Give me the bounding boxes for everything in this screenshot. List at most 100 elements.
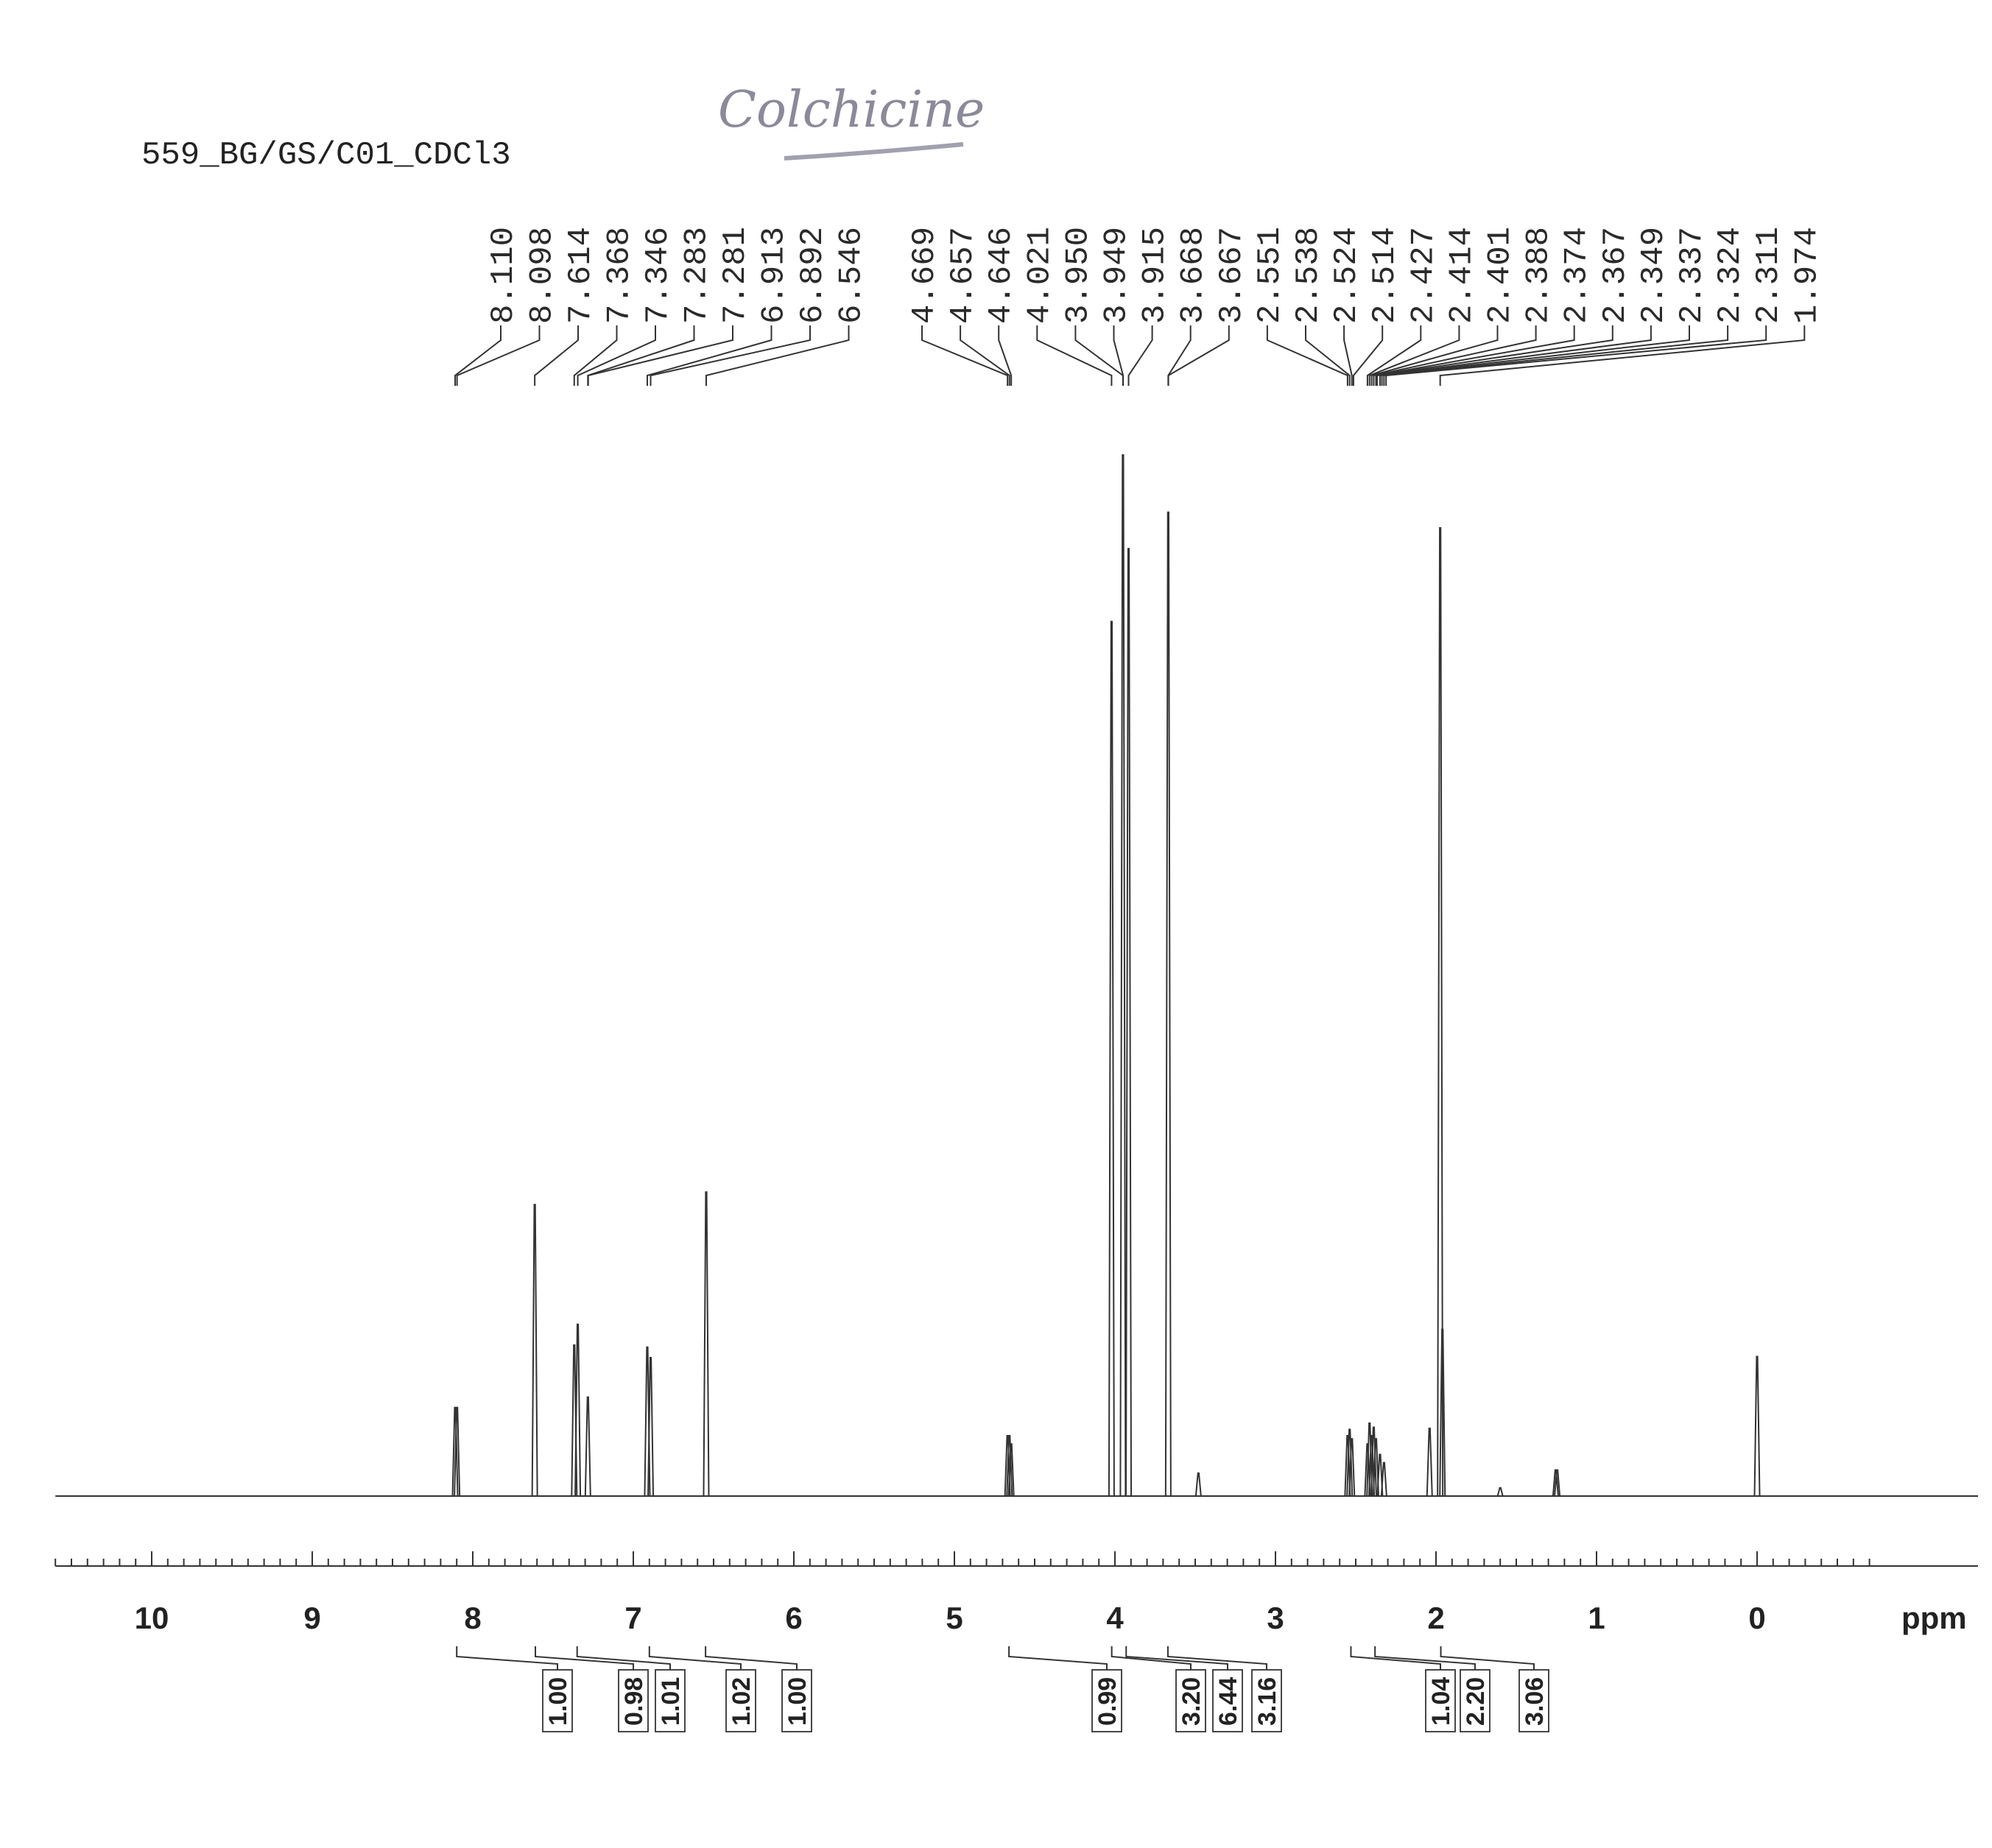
peak-label: 3.667 <box>1214 227 1250 324</box>
peak-leader <box>705 325 850 386</box>
peak-leader <box>587 325 733 386</box>
integral-leader <box>1440 1646 1535 1670</box>
integral-box <box>1251 1669 1282 1732</box>
peak-label: 2.427 <box>1405 227 1442 324</box>
spectrum-peak <box>647 1356 655 1497</box>
integral-leader <box>1125 1646 1228 1670</box>
axis-unit-label: ppm <box>1901 1601 1967 1635</box>
spectrum-peak <box>451 1406 459 1497</box>
peak-leader <box>1167 325 1192 386</box>
integral-box <box>725 1669 756 1732</box>
peak-leader <box>1305 325 1351 386</box>
spectrum-peak <box>1380 1461 1387 1497</box>
spectrum-peak <box>454 1406 461 1497</box>
integral-leader <box>648 1646 742 1670</box>
peak-leader <box>1381 325 1690 386</box>
spectrum-peak <box>1439 1328 1446 1497</box>
tick-label: 6 <box>785 1601 802 1635</box>
tick-label: 5 <box>946 1601 962 1635</box>
spectrum-peak <box>1007 1443 1015 1497</box>
spectrum-peak <box>703 1191 710 1497</box>
peak-label: 4.657 <box>945 227 982 324</box>
peak-label: 7.346 <box>640 227 677 324</box>
peak-leader <box>1352 325 1384 386</box>
peak-label: 3.950 <box>1060 227 1097 324</box>
peak-leader <box>1266 325 1348 386</box>
peak-leader <box>1036 325 1113 386</box>
integral-leader <box>705 1646 798 1670</box>
spectrum-peak <box>531 1204 538 1497</box>
peak-leader <box>1385 325 1767 386</box>
integral-value: 2.20 <box>1462 1677 1490 1726</box>
integral-leader <box>1166 1646 1267 1670</box>
peak-leader <box>534 325 579 386</box>
peak-leader <box>1379 325 1652 386</box>
integral-box <box>1091 1669 1122 1732</box>
peak-label: 2.524 <box>1328 227 1365 324</box>
integral-leader <box>535 1646 634 1670</box>
peak-label: 7.614 <box>563 227 599 324</box>
integral-leader <box>576 1646 671 1670</box>
spectrum-peak <box>574 1323 582 1497</box>
peak-leader <box>1383 325 1729 386</box>
peak-label: 4.021 <box>1021 227 1058 324</box>
spectrum-peak <box>1368 1434 1376 1497</box>
peak-label: 2.551 <box>1252 227 1289 324</box>
peak-leader <box>456 325 541 386</box>
spectrum-peak <box>1006 1434 1013 1497</box>
tick-label: 9 <box>303 1601 320 1635</box>
tick-label: 2 <box>1427 1601 1444 1635</box>
peak-label: 2.538 <box>1290 227 1327 324</box>
peak-leader <box>1127 325 1153 386</box>
integral-leader <box>1111 1646 1192 1670</box>
integral-value: 6.44 <box>1214 1677 1242 1726</box>
spectrum-peak <box>1372 1438 1379 1497</box>
integral-leader <box>456 1646 558 1670</box>
integral-leader <box>1374 1646 1476 1670</box>
peak-leader <box>1376 325 1613 386</box>
integral-box <box>618 1669 649 1732</box>
peak-label: 1.974 <box>1789 227 1826 324</box>
spectrum-peak <box>1004 1434 1011 1497</box>
peak-leader <box>1167 325 1230 386</box>
spectrum-peak <box>1426 1428 1433 1497</box>
integral-value: 1.04 <box>1427 1677 1455 1726</box>
spectrum-peak <box>1376 1453 1384 1497</box>
peak-label: 2.367 <box>1597 227 1634 324</box>
peak-leader <box>1368 325 1460 386</box>
spectrum-peak <box>1554 1469 1561 1497</box>
peak-label: 3.949 <box>1099 227 1136 324</box>
tick-label: 1 <box>1588 1601 1605 1635</box>
peak-label: 6.546 <box>834 227 870 324</box>
peak-leader <box>1375 325 1575 386</box>
integral-value: 1.00 <box>784 1677 812 1726</box>
tick-label: 8 <box>464 1601 481 1635</box>
tick-label: 7 <box>624 1601 641 1635</box>
integral-value: 1.02 <box>728 1677 756 1726</box>
peak-label: 6.892 <box>795 227 831 324</box>
integral-box <box>1212 1669 1243 1732</box>
spectrum-peak <box>1437 526 1444 1497</box>
integral-box <box>1425 1669 1456 1732</box>
peak-label: 3.915 <box>1137 227 1174 324</box>
peak-leader <box>577 325 656 386</box>
integral-box <box>655 1669 686 1732</box>
peak-leader <box>650 325 811 386</box>
integral-value: 1.01 <box>657 1677 685 1726</box>
peak-leader <box>1113 325 1125 386</box>
peak-leader <box>921 325 1009 386</box>
integral-value: 0.99 <box>1094 1677 1122 1726</box>
peak-label: 6.913 <box>756 227 793 324</box>
peak-leader <box>1343 325 1353 386</box>
spectrum-peak <box>1119 454 1127 1497</box>
spectrum-peak <box>1108 621 1115 1497</box>
peak-label: 2.414 <box>1443 227 1480 324</box>
integral-box <box>781 1669 812 1732</box>
spectrum-peak <box>1753 1355 1761 1497</box>
peak-label: 7.368 <box>602 227 638 324</box>
note-underline <box>784 142 964 161</box>
peak-label: 2.374 <box>1559 227 1596 324</box>
ppm-axis: 10 9 8 7 6 5 4 3 2 1 0 ppm <box>54 1551 1978 1635</box>
peak-label: 2.311 <box>1750 227 1787 324</box>
